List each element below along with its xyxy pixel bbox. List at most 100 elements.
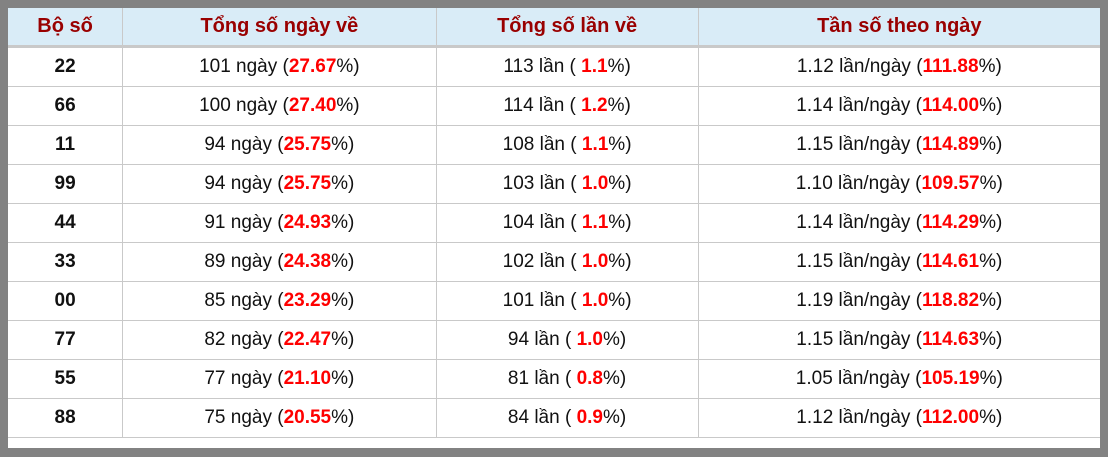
days-cell: 85 ngày (23.29%) — [122, 281, 437, 321]
times-text: 114 lần ( — [503, 95, 582, 116]
days-text: 101 ngày ( — [199, 56, 289, 77]
freq-percent: 114.61 — [922, 251, 980, 272]
freq-cell: 1.15 lần/ngày (114.61%) — [697, 242, 1100, 282]
times-suffix: %) — [608, 290, 632, 311]
freq-text: 1.12 lần/ngày ( — [796, 56, 923, 77]
table-row: 44 91 ngày (24.93%) 104 lần ( 1.1%) 1.14… — [8, 203, 1100, 243]
header-total-days: Tổng số ngày về — [122, 8, 437, 48]
days-suffix: %) — [331, 212, 355, 233]
header-pair: Bộ số — [8, 8, 123, 48]
freq-text: 1.15 lần/ngày ( — [796, 134, 922, 155]
table-row: 99 94 ngày (25.75%) 103 lần ( 1.0%) 1.10… — [8, 164, 1100, 204]
times-suffix: %) — [608, 173, 632, 194]
times-text: 81 lần ( — [507, 368, 577, 389]
pair-value: 00 — [54, 290, 76, 311]
days-cell: 91 ngày (24.93%) — [122, 203, 437, 243]
header-frequency: Tần số theo ngày — [697, 8, 1100, 48]
days-cell: 94 ngày (25.75%) — [122, 125, 437, 165]
freq-percent: 114.00 — [922, 95, 980, 116]
header-row: Bộ số Tổng số ngày về Tổng số lần về Tần… — [8, 8, 1100, 48]
table-row: 33 89 ngày (24.38%) 102 lần ( 1.0%) 1.15… — [8, 242, 1100, 282]
days-cell: 75 ngày (20.55%) — [122, 398, 437, 438]
days-cell: 89 ngày (24.38%) — [122, 242, 437, 282]
pair-cell: 00 — [8, 281, 123, 321]
freq-suffix: %) — [978, 56, 1002, 77]
pair-cell: 11 — [8, 125, 123, 165]
days-cell: 100 ngày (27.40%) — [122, 86, 437, 126]
days-percent: 27.67 — [288, 56, 337, 77]
freq-text: 1.15 lần/ngày ( — [796, 251, 922, 272]
freq-cell: 1.19 lần/ngày (118.82%) — [697, 281, 1100, 321]
times-text: 108 lần ( — [502, 134, 582, 155]
pair-value: 44 — [54, 212, 76, 233]
table-row: 55 77 ngày (21.10%) 81 lần ( 0.8%) 1.05 … — [8, 359, 1100, 399]
times-suffix: %) — [603, 407, 627, 428]
times-text: 113 lần ( — [503, 56, 582, 77]
days-text: 100 ngày ( — [199, 95, 289, 116]
pair-value: 66 — [54, 95, 76, 116]
days-suffix: %) — [331, 368, 355, 389]
pair-statistics-table: Bộ số Tổng số ngày về Tổng số lần về Tần… — [8, 8, 1100, 438]
pair-cell: 99 — [8, 164, 123, 204]
freq-suffix: %) — [979, 212, 1003, 233]
days-percent: 27.40 — [288, 95, 337, 116]
freq-text: 1.10 lần/ngày ( — [795, 173, 922, 194]
days-percent: 21.10 — [283, 368, 332, 389]
freq-text: 1.15 lần/ngày ( — [796, 329, 922, 350]
times-suffix: %) — [603, 329, 627, 350]
times-suffix: %) — [608, 212, 632, 233]
freq-percent: 114.89 — [922, 134, 980, 155]
days-percent: 22.47 — [283, 329, 332, 350]
times-percent: 1.1 — [581, 212, 609, 233]
days-percent: 25.75 — [283, 173, 332, 194]
days-cell: 82 ngày (22.47%) — [122, 320, 437, 360]
times-cell: 102 lần ( 1.0%) — [435, 242, 699, 282]
freq-percent: 112.00 — [922, 407, 980, 428]
freq-cell: 1.10 lần/ngày (109.57%) — [697, 164, 1100, 204]
freq-cell: 1.12 lần/ngày (111.88%) — [697, 46, 1100, 87]
times-suffix: %) — [607, 56, 631, 77]
times-text: 104 lần ( — [502, 212, 582, 233]
table-header: Bộ số Tổng số ngày về Tổng số lần về Tần… — [8, 8, 1100, 48]
days-percent: 24.93 — [283, 212, 332, 233]
freq-percent: 114.29 — [922, 212, 980, 233]
freq-text: 1.12 lần/ngày ( — [796, 407, 922, 428]
freq-text: 1.14 lần/ngày ( — [796, 95, 922, 116]
days-percent: 25.75 — [283, 134, 332, 155]
days-suffix: %) — [331, 329, 355, 350]
times-suffix: %) — [603, 368, 627, 389]
freq-text: 1.19 lần/ngày ( — [796, 290, 922, 311]
days-text: 94 ngày ( — [204, 134, 284, 155]
days-text: 82 ngày ( — [204, 329, 284, 350]
pair-value: 99 — [54, 173, 76, 194]
days-cell: 101 ngày (27.67%) — [122, 46, 437, 87]
pair-cell: 33 — [8, 242, 123, 282]
header-total-times: Tổng số lần về — [435, 8, 699, 48]
pair-cell: 22 — [8, 46, 123, 87]
freq-text: 1.05 lần/ngày ( — [795, 368, 922, 389]
times-percent: 1.2 — [581, 95, 608, 116]
freq-percent: 114.63 — [922, 329, 980, 350]
days-percent: 23.29 — [283, 290, 332, 311]
times-text: 101 lần ( — [502, 290, 582, 311]
freq-cell: 1.15 lần/ngày (114.89%) — [697, 125, 1100, 165]
freq-cell: 1.14 lần/ngày (114.00%) — [697, 86, 1100, 126]
times-suffix: %) — [607, 95, 631, 116]
times-suffix: %) — [608, 134, 632, 155]
pair-value: 88 — [54, 407, 76, 428]
times-cell: 114 lần ( 1.2%) — [435, 86, 699, 126]
freq-cell: 1.14 lần/ngày (114.29%) — [697, 203, 1100, 243]
table-body: 22 101 ngày (27.67%) 113 lần ( 1.1%) 1.1… — [8, 46, 1100, 438]
freq-cell: 1.15 lần/ngày (114.63%) — [697, 320, 1100, 360]
pair-cell: 77 — [8, 320, 123, 360]
days-cell: 77 ngày (21.10%) — [122, 359, 437, 399]
freq-suffix: %) — [979, 173, 1003, 194]
freq-percent: 109.57 — [921, 173, 980, 194]
days-text: 85 ngày ( — [204, 290, 284, 311]
times-percent: 0.8 — [576, 368, 603, 389]
freq-cell: 1.12 lần/ngày (112.00%) — [697, 398, 1100, 438]
freq-suffix: %) — [979, 368, 1003, 389]
days-text: 89 ngày ( — [204, 251, 284, 272]
times-cell: 108 lần ( 1.1%) — [435, 125, 699, 165]
